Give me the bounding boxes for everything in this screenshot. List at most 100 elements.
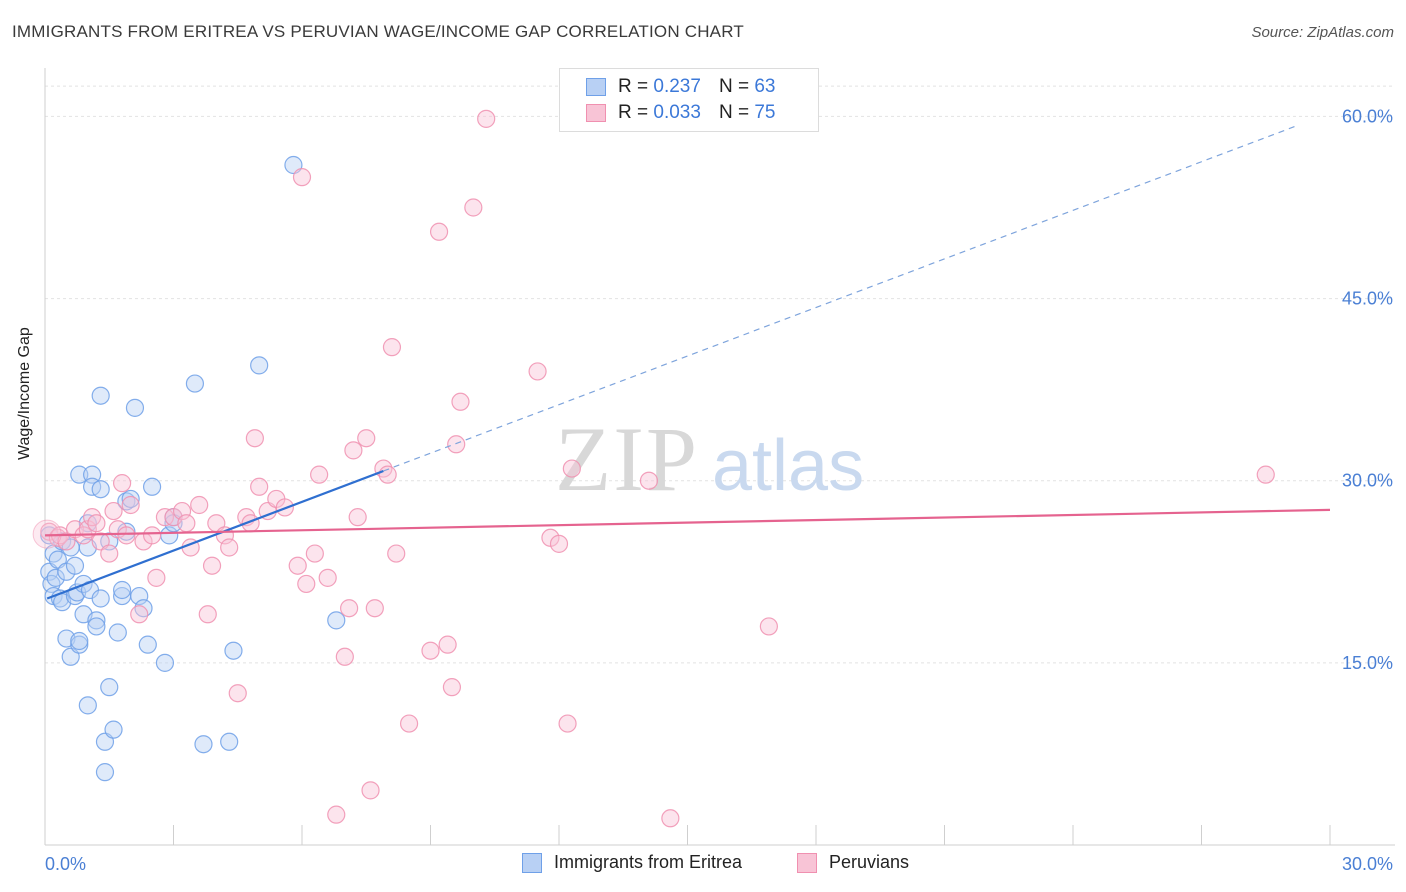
axes bbox=[44, 68, 1395, 846]
eritrea-point bbox=[95, 763, 115, 782]
eritrea-point bbox=[65, 556, 85, 575]
legend-swatch-peruvians bbox=[586, 104, 606, 122]
peruvian-point bbox=[142, 526, 162, 545]
peruvian-point bbox=[340, 599, 359, 618]
peruvian-point bbox=[172, 501, 192, 521]
peruvian-point bbox=[250, 477, 269, 496]
eritrea-point bbox=[70, 465, 89, 484]
eritrea-point bbox=[91, 386, 110, 405]
peruvian-point bbox=[344, 441, 363, 460]
peruvian-point bbox=[429, 222, 449, 241]
peruvian-point bbox=[759, 617, 778, 636]
peruvian-point bbox=[562, 459, 581, 478]
peruvian-point bbox=[477, 109, 496, 128]
peruvian-point bbox=[121, 495, 140, 515]
peruvian-point bbox=[220, 538, 239, 557]
eritrea-point bbox=[91, 589, 110, 608]
peruvian-point bbox=[399, 714, 419, 733]
eritrea-point bbox=[87, 617, 106, 636]
bottom-legend-swatch-eritrea bbox=[522, 852, 542, 873]
legend-n-label: N = bbox=[718, 76, 750, 97]
peruvian-point bbox=[447, 435, 466, 454]
peruvian-point bbox=[335, 647, 354, 666]
peruvian-point bbox=[177, 514, 196, 533]
trend-lines bbox=[44, 125, 1331, 600]
watermark-zip: ZIP bbox=[555, 408, 699, 510]
peruvian-point bbox=[357, 429, 376, 448]
eritrea-point bbox=[104, 720, 123, 739]
chart-title: IMMIGRANTS FROM ERITREA VS PERUVIAN WAGE… bbox=[12, 22, 744, 41]
eritrea-point bbox=[112, 580, 132, 600]
peruvian-trend-line bbox=[44, 508, 1331, 537]
eritrea-point bbox=[108, 623, 127, 642]
bottom-legend-swatch-peruvians bbox=[797, 852, 817, 873]
peruvian-point bbox=[190, 495, 209, 515]
eritrea-trend-extension bbox=[383, 125, 1296, 472]
legend-r-label: R = bbox=[618, 102, 649, 123]
peruvian-point bbox=[1256, 465, 1275, 484]
eritrea-point bbox=[70, 631, 89, 651]
peruvian-point bbox=[438, 635, 457, 654]
peruvian-point bbox=[361, 781, 380, 800]
eritrea-point bbox=[327, 611, 346, 630]
eritrea-point bbox=[250, 356, 269, 375]
eritrea-point bbox=[125, 398, 145, 417]
legend-row-peruvians: R = 0.033 N = 75 bbox=[586, 101, 775, 125]
peruvian-point bbox=[528, 362, 547, 381]
peruvian-point bbox=[464, 198, 483, 217]
peruvian-point bbox=[365, 599, 384, 618]
peruvian-point bbox=[387, 544, 406, 563]
peruvian-point bbox=[112, 474, 132, 493]
bottom-legend-peruvians: Peruvians bbox=[797, 852, 909, 873]
peruvian-point bbox=[310, 465, 329, 484]
x-tick-label: 30.0% bbox=[1342, 854, 1393, 874]
peruvian-point bbox=[378, 465, 397, 484]
tick-labels: 15.0% 30.0% 45.0% 60.0% 0.0% 30.0% bbox=[45, 106, 1393, 874]
legend-row-eritrea: R = 0.237 N = 63 bbox=[586, 75, 775, 99]
y-tick-label: 45.0% bbox=[1342, 289, 1393, 309]
watermark: ZIP atlas bbox=[555, 408, 864, 510]
eritrea-point bbox=[142, 477, 162, 496]
eritrea-point bbox=[46, 568, 65, 587]
peruvian-point bbox=[382, 338, 402, 357]
eritrea-point bbox=[87, 611, 106, 630]
y-tick-label: 30.0% bbox=[1342, 471, 1393, 491]
peruvian-point bbox=[318, 568, 337, 587]
eritrea-point bbox=[224, 641, 243, 660]
peruvian-point bbox=[104, 501, 123, 521]
legend-n-value: 63 bbox=[754, 76, 776, 97]
peruvian-point bbox=[87, 514, 106, 533]
peruvian-point bbox=[421, 641, 440, 660]
peruvian-point bbox=[305, 544, 324, 563]
peruvian-point bbox=[348, 508, 367, 527]
bottom-legend-label-peruvians: Peruvians bbox=[829, 852, 910, 872]
grid-lines bbox=[45, 85, 1395, 664]
peruvian-point bbox=[639, 471, 659, 490]
peruvian-point bbox=[327, 805, 346, 824]
eritrea-point bbox=[220, 732, 239, 751]
eritrea-point bbox=[130, 586, 149, 606]
y-axis-label: Wage/Income Gap bbox=[16, 327, 33, 460]
eritrea-point bbox=[194, 735, 213, 754]
peruvian-point bbox=[442, 678, 462, 697]
legend-n-value: 75 bbox=[754, 102, 776, 123]
peruvian-point bbox=[297, 574, 316, 594]
legend-n-label: N = bbox=[718, 102, 750, 123]
bottom-legend-eritrea: Immigrants from Eritrea bbox=[522, 852, 742, 873]
eritrea-point bbox=[185, 374, 205, 393]
peruvian-point bbox=[288, 556, 307, 575]
legend-r-value: 0.237 bbox=[653, 76, 701, 97]
eritrea-point bbox=[121, 489, 140, 509]
eritrea-point bbox=[138, 635, 157, 654]
legend: R = 0.237 N = 63 R = 0.033 N = 75 bbox=[559, 68, 819, 132]
watermark-atlas: atlas bbox=[712, 426, 864, 506]
source-label: Source: ZipAtlas.com bbox=[1251, 24, 1394, 41]
peruvian-point bbox=[228, 684, 247, 703]
peruvian-point bbox=[130, 605, 149, 624]
peruvian-point bbox=[549, 534, 569, 553]
legend-swatch-eritrea bbox=[586, 78, 606, 96]
y-tick-label: 60.0% bbox=[1342, 106, 1393, 126]
peruvian-point bbox=[451, 392, 470, 411]
legend-r-value: 0.033 bbox=[653, 102, 701, 123]
eritrea-point bbox=[91, 480, 110, 499]
